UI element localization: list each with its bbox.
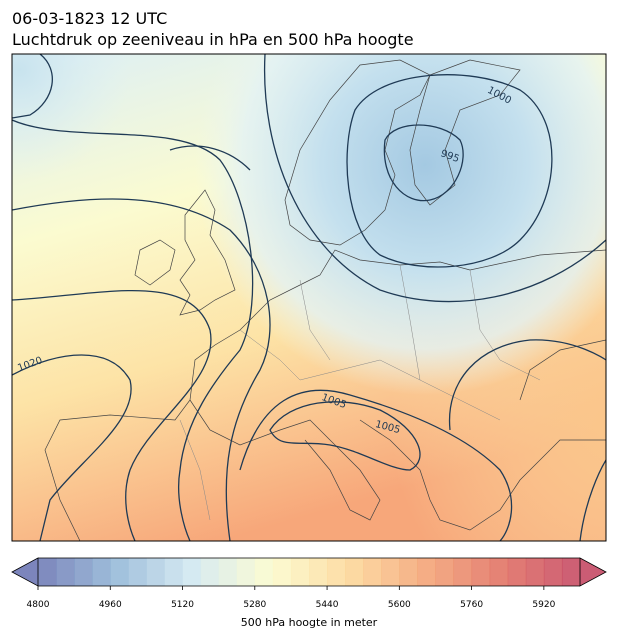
colorbar-segment xyxy=(543,558,563,586)
colorbar-segment xyxy=(561,558,581,586)
colorbar-tick-label: 5920 xyxy=(532,600,555,610)
colorbar-segment xyxy=(381,558,400,586)
colorbar-segment xyxy=(218,558,238,586)
colorbar-tick-label: 5600 xyxy=(388,600,411,610)
colorbar-segment xyxy=(345,558,364,586)
colorbar-segment xyxy=(435,558,455,586)
colorbar-segment xyxy=(471,558,491,586)
map-frame xyxy=(11,53,607,542)
colorbar-segment xyxy=(507,558,527,586)
colorbar-segment xyxy=(525,558,545,586)
colorbar-tick-label: 4800 xyxy=(27,600,50,610)
colorbar-segment xyxy=(110,558,129,586)
colorbar-segment xyxy=(74,558,93,586)
colorbar-tick-label: 4960 xyxy=(99,600,122,610)
colorbar-extend-low xyxy=(11,557,39,587)
colorbar-segment xyxy=(309,558,328,586)
colorbar-label: 500 hPa hoogte in meter xyxy=(241,616,378,629)
colorbar-segment xyxy=(182,558,202,586)
colorbar-segment xyxy=(290,558,310,586)
colorbar-segment xyxy=(489,558,509,586)
colorbar-segment xyxy=(453,558,473,586)
map: 1000 995 1020 1005 1005 xyxy=(12,54,606,541)
colorbar-segment xyxy=(92,558,111,586)
colorbar-segment xyxy=(363,558,382,586)
colorbar: 4800 4960 5120 5280 5440 5600 5760 5920 xyxy=(11,557,607,610)
colorbar-tick-label: 5440 xyxy=(316,600,339,610)
colorbar-segment xyxy=(236,558,256,586)
colorbar-segment xyxy=(200,558,220,586)
colorbar-tick-label: 5120 xyxy=(171,600,194,610)
colorbar-segment xyxy=(272,558,292,586)
colorbar-tick-label: 5280 xyxy=(243,600,266,610)
colorbar-segment xyxy=(417,558,436,586)
chart-title: Luchtdruk op zeeniveau in hPa en 500 hPa… xyxy=(12,30,414,49)
colorbar-segment xyxy=(128,558,147,586)
colorbar-segment xyxy=(164,558,184,586)
colorbar-segment xyxy=(399,558,418,586)
colorbar-extend-high xyxy=(579,557,607,587)
colorbar-segment xyxy=(38,558,57,586)
colorbar-outline xyxy=(38,557,580,587)
colorbar-segment xyxy=(254,558,274,586)
colorbar-segment xyxy=(327,558,346,586)
colorbar-segment xyxy=(56,558,75,586)
date-title: 06-03-1823 12 UTC xyxy=(12,9,167,28)
colorbar-segment xyxy=(146,558,165,586)
colorbar-tick-label: 5760 xyxy=(460,600,483,610)
